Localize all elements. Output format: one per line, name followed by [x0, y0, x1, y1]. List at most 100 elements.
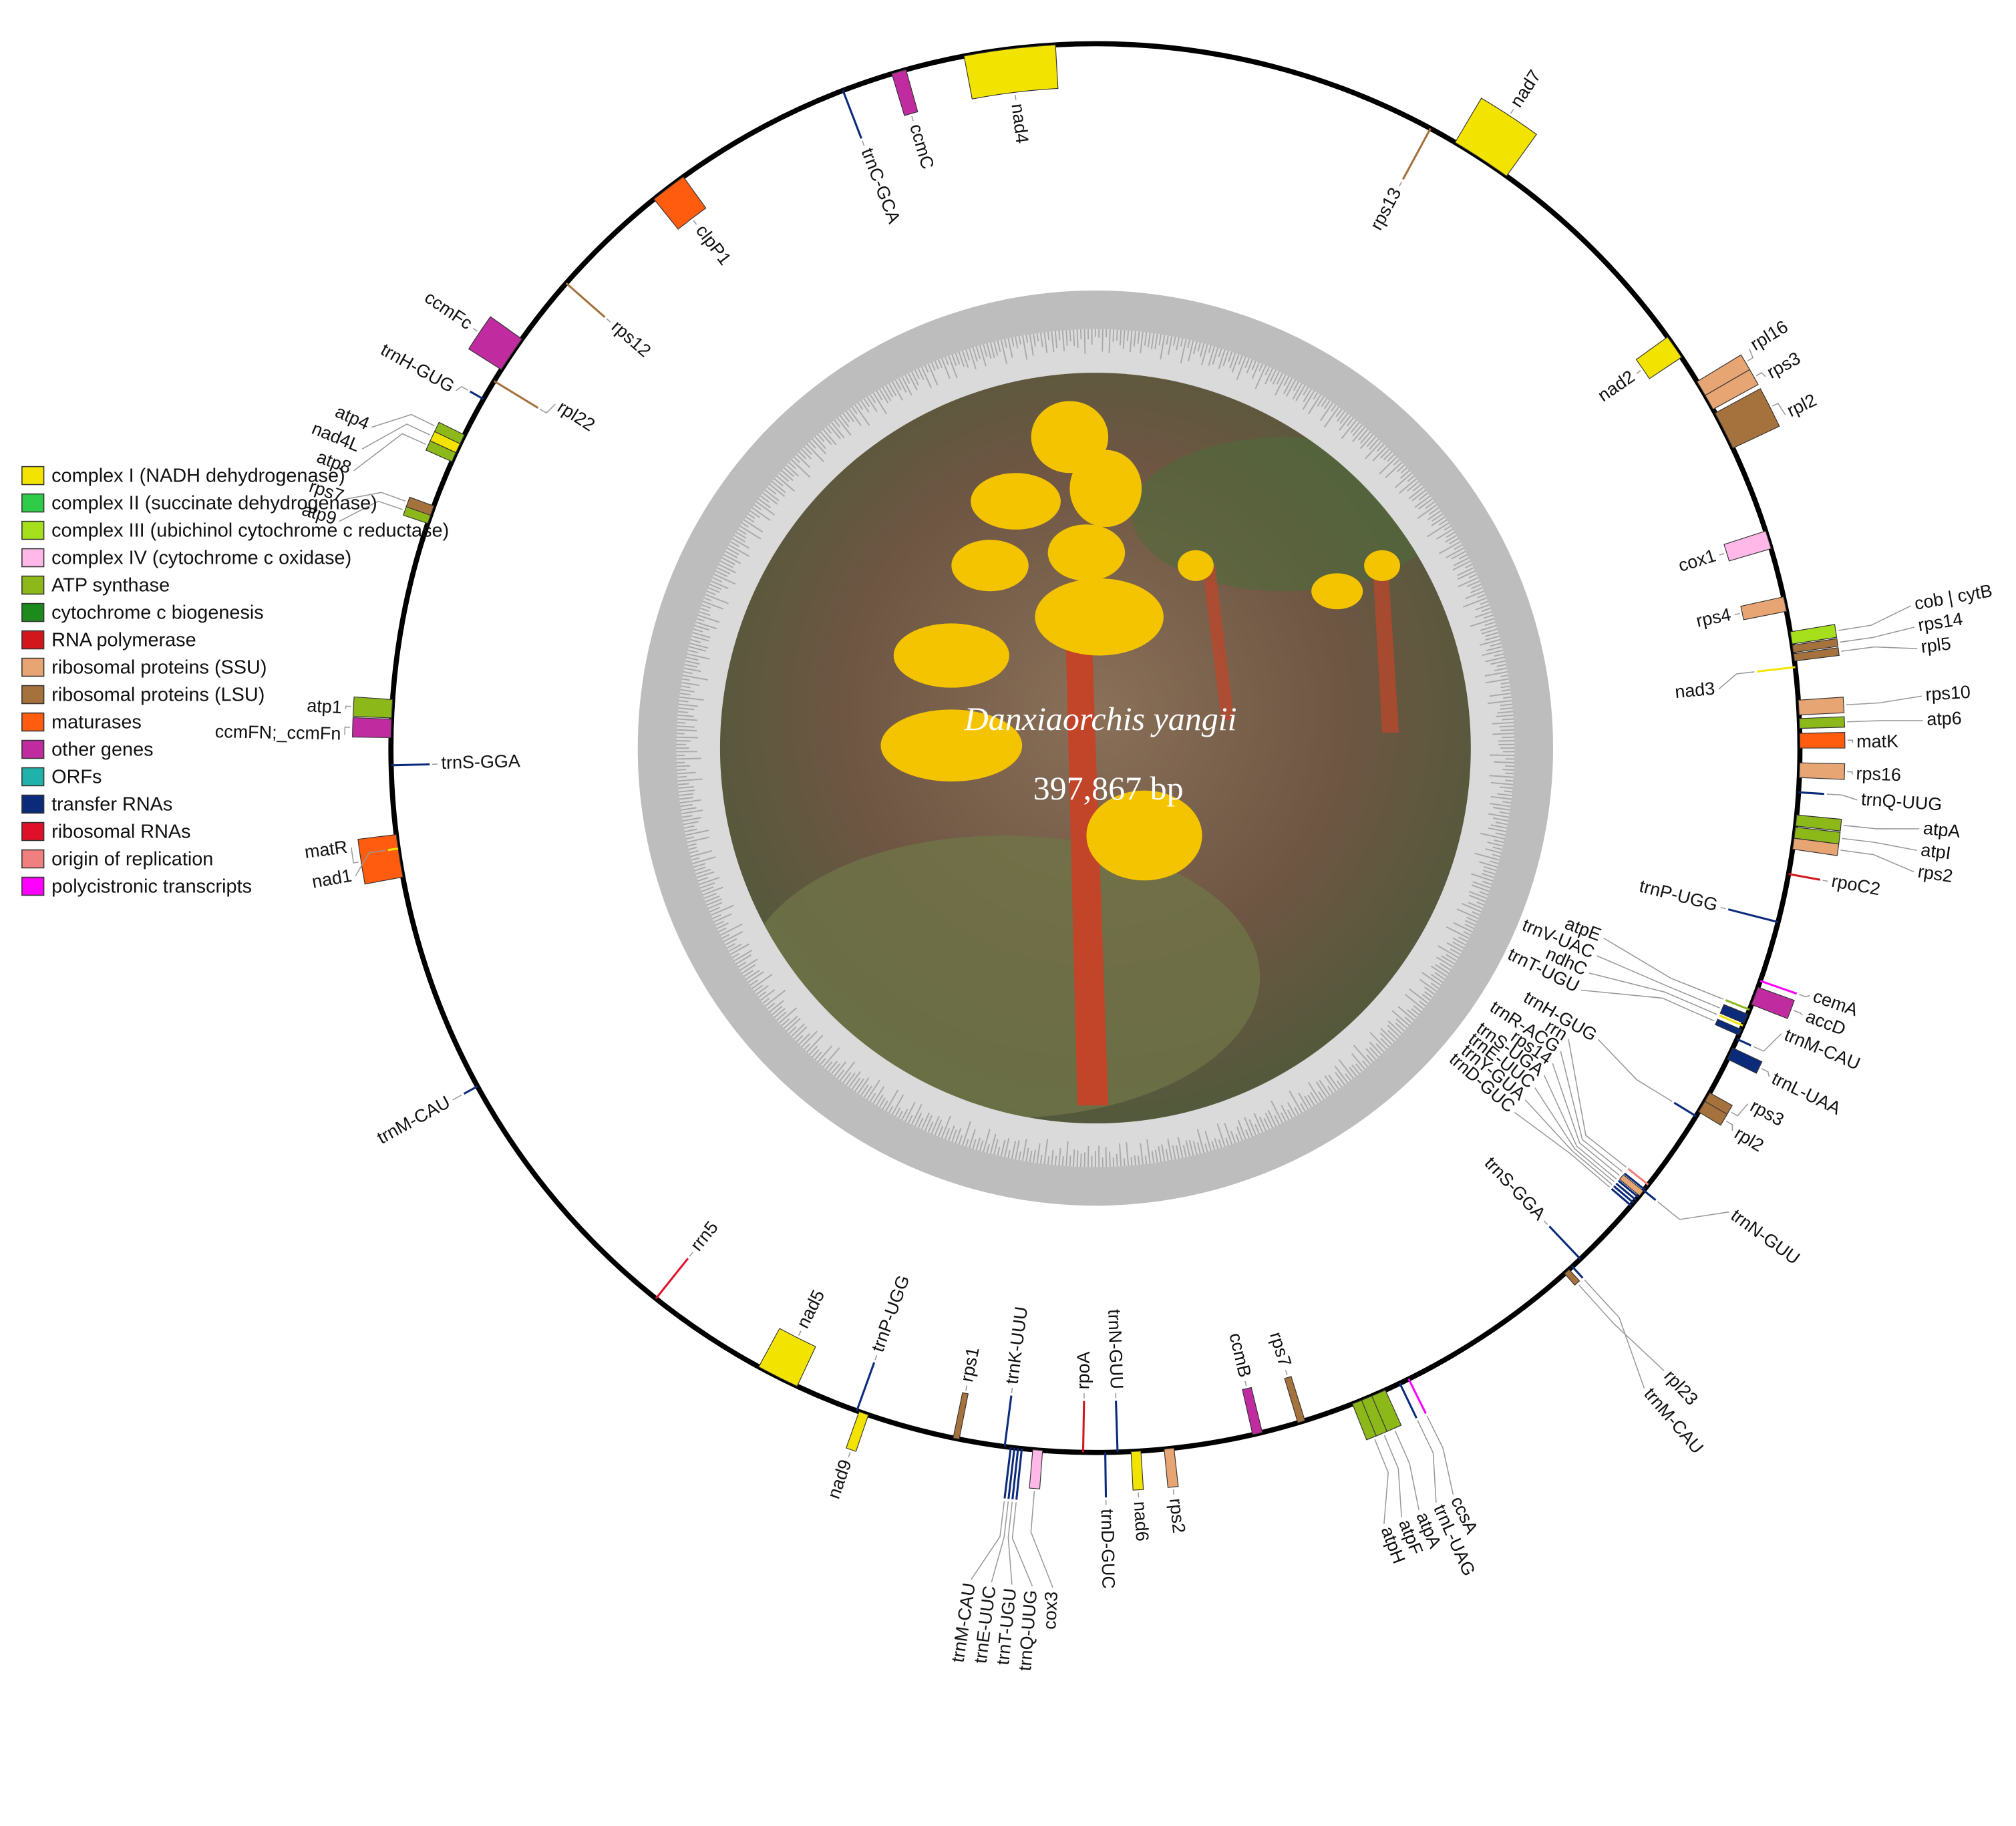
gene-label: nad4 — [1007, 102, 1032, 144]
gene-label: rps2 — [1166, 1497, 1189, 1534]
gene-label: atp6 — [1926, 708, 1962, 729]
gene-label: atpA — [1922, 818, 1961, 842]
gene-line — [857, 1362, 874, 1411]
gene-label: trnS-GGA — [1481, 1153, 1550, 1224]
legend-label: polycistronic transcripts — [51, 876, 252, 898]
leader-line — [848, 1452, 850, 1457]
legend-label: transfer RNAs — [51, 794, 172, 815]
leader-line — [1747, 349, 1753, 361]
leader-line — [1841, 647, 1917, 651]
leader-line — [1842, 838, 1917, 850]
gene-label: rps12 — [608, 317, 655, 361]
leader-line — [1753, 1034, 1782, 1051]
leader-line — [1568, 1039, 1626, 1167]
gene-line — [566, 283, 605, 317]
gene-label: rpoA — [1073, 1351, 1094, 1389]
gene-box — [892, 69, 918, 116]
gene-label: rpl22 — [554, 397, 599, 435]
leader-line — [912, 116, 913, 121]
leader-line — [1525, 1100, 1612, 1185]
leader-line — [362, 424, 430, 449]
legend-label: ORFs — [51, 767, 102, 788]
gene-label: atpI — [1920, 840, 1952, 863]
gene-box — [1727, 1048, 1762, 1073]
gene-label: rps4 — [1694, 604, 1732, 631]
legend-swatch — [22, 768, 44, 786]
gene-box — [1741, 597, 1786, 620]
legend-label: complex I (NADH dehydrogenase) — [51, 466, 345, 487]
gene-line — [1674, 1103, 1696, 1116]
gene-label: trnN-GUU — [1104, 1309, 1127, 1390]
gene-label: matK — [1856, 731, 1898, 751]
gene-label: rpl2 — [1784, 390, 1820, 421]
leader-line — [353, 433, 426, 470]
gene-label: ccmFN;_ccmFn — [215, 721, 341, 743]
gene-label: trnP-UGG — [1637, 876, 1719, 915]
leader-line — [875, 1355, 877, 1360]
gene-box — [1724, 531, 1771, 561]
gene-label: rps10 — [1925, 682, 1971, 705]
gene-label: rps3 — [1747, 1096, 1787, 1130]
gene-label: ccmFc — [421, 287, 476, 333]
leader-line — [1726, 1121, 1732, 1131]
gene-line — [656, 1258, 688, 1298]
leader-line — [1772, 403, 1785, 415]
gene-line — [843, 90, 862, 138]
gene-box — [353, 697, 393, 718]
gene-line — [1789, 874, 1820, 880]
gene-label: trnS-GGA — [441, 751, 520, 773]
leader-line — [1823, 880, 1828, 881]
gene-line — [1549, 1226, 1580, 1259]
leader-line — [1581, 990, 1714, 1021]
leader-line — [1838, 606, 1911, 630]
leader-line — [1761, 1069, 1769, 1077]
leader-line — [1794, 1011, 1803, 1015]
gene-box — [1131, 1451, 1143, 1491]
leader-line — [862, 141, 864, 146]
gene-label: trnP-UGG — [868, 1272, 914, 1354]
legend-swatch — [22, 467, 44, 485]
gene-label: trnC-GCA — [857, 145, 904, 226]
leader-line — [693, 220, 697, 224]
leader-line — [1719, 554, 1724, 555]
gene-label: cox1 — [1676, 546, 1718, 576]
legend-label: ribosomal RNAs — [51, 821, 190, 843]
gene-label: rps7 — [1266, 1330, 1295, 1369]
gene-label: rpl5 — [1920, 633, 1952, 657]
leader-line — [1731, 1104, 1748, 1116]
gene-label: atp1 — [307, 695, 343, 717]
gene-label: trnH-GUG — [377, 339, 458, 396]
leader-line — [1245, 1381, 1246, 1386]
legend-label: cytochrome c biogenesis — [51, 602, 264, 624]
leader-line — [345, 727, 350, 735]
legend-label: ATP synthase — [51, 575, 170, 596]
leader-line — [1799, 994, 1810, 997]
legend-swatch — [22, 522, 44, 540]
gene-line — [1403, 128, 1430, 179]
leader-line — [1721, 908, 1725, 909]
leader-line — [1840, 850, 1914, 872]
gene-box — [1164, 1448, 1178, 1487]
gene-box — [1800, 763, 1845, 779]
leader-line — [1417, 1421, 1436, 1503]
legend-label: other genes — [51, 739, 153, 761]
gene-box — [1798, 697, 1844, 715]
legend-swatch — [22, 549, 44, 567]
gene-box — [1285, 1377, 1305, 1423]
gene-line — [1737, 1039, 1751, 1046]
gene-label: rps3 — [1763, 348, 1804, 383]
gene-line — [388, 849, 398, 850]
legend-swatch — [22, 823, 44, 841]
leader-line — [1427, 1416, 1453, 1495]
gene-line — [1798, 792, 1824, 793]
legend-label: ribosomal proteins (SSU) — [51, 657, 267, 679]
gene-label: rpoC2 — [1830, 871, 1882, 900]
legend-label: complex IV (cytochrome c oxidase) — [51, 548, 351, 569]
leader-line — [1584, 1280, 1644, 1388]
leader-line — [1286, 1370, 1287, 1375]
gene-label: cob | cytB — [1913, 580, 1994, 614]
leader-line — [1015, 95, 1016, 100]
leader-line — [1013, 1502, 1033, 1586]
